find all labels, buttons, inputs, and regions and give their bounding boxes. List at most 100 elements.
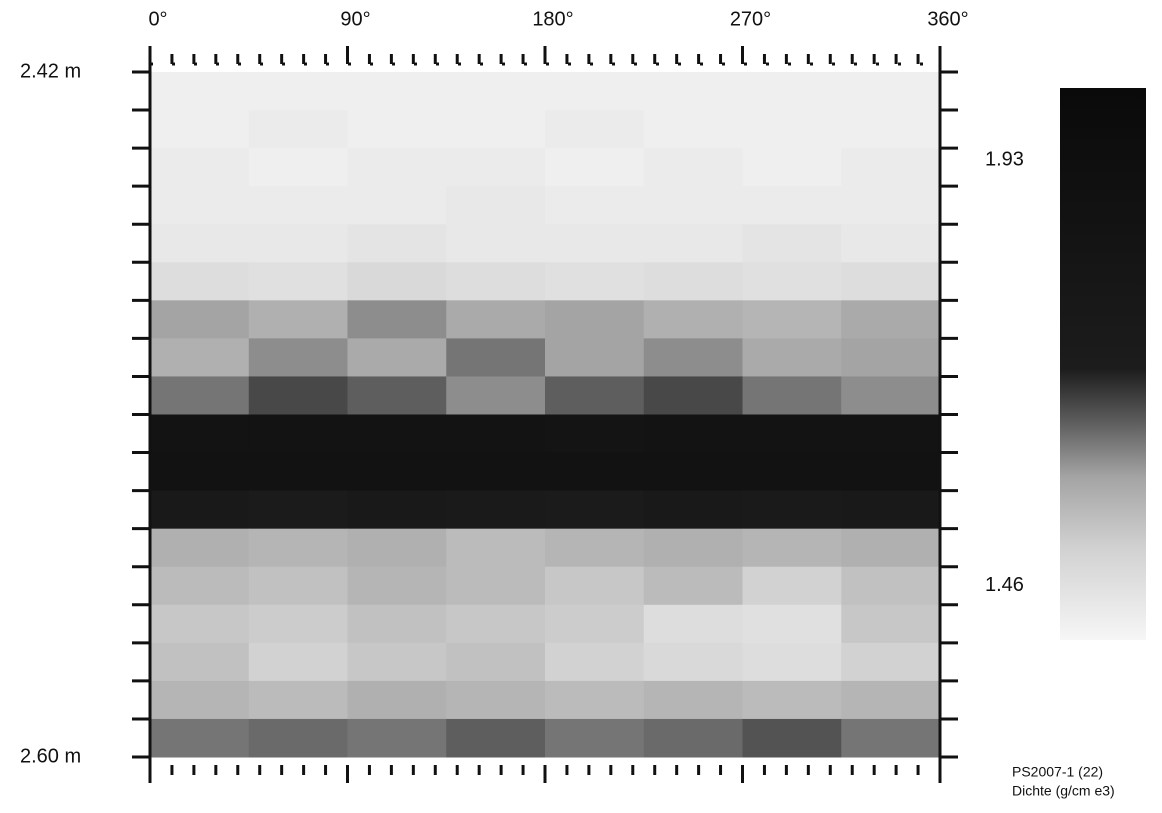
heat-cell	[248, 186, 348, 225]
heat-cell	[545, 490, 645, 530]
colorbar	[1060, 88, 1146, 640]
heat-cell	[446, 566, 546, 606]
heat-cell	[841, 186, 941, 225]
heat-cell	[446, 718, 546, 758]
heat-cell	[643, 566, 743, 606]
heat-cell	[643, 224, 743, 263]
heat-cell	[446, 224, 546, 263]
heat-cell	[446, 528, 546, 568]
heat-cell	[545, 642, 645, 682]
heat-cell	[150, 490, 250, 530]
heat-cell	[150, 680, 250, 720]
heat-cell	[150, 186, 250, 225]
heat-cell	[742, 566, 842, 606]
heat-cell	[446, 186, 546, 225]
heat-cell	[446, 338, 546, 377]
heat-cell	[248, 528, 348, 568]
heat-cell	[150, 528, 250, 568]
heat-cell	[248, 300, 348, 339]
heat-cell	[150, 642, 250, 682]
heat-cell	[347, 604, 447, 644]
heat-cell	[545, 110, 645, 149]
heat-cell	[150, 224, 250, 263]
heat-cell	[841, 110, 941, 149]
heat-cell	[643, 110, 743, 149]
heat-cell	[643, 718, 743, 758]
heat-cell	[841, 72, 941, 111]
heat-cell	[347, 490, 447, 530]
heat-cell	[150, 300, 250, 339]
heat-cell	[841, 642, 941, 682]
heat-cell	[643, 604, 743, 644]
heat-cell	[841, 452, 941, 492]
heat-cell	[446, 414, 546, 454]
heat-cell	[643, 338, 743, 377]
heat-cell	[248, 566, 348, 606]
heat-cell	[150, 72, 250, 111]
heat-cell	[446, 452, 546, 492]
heat-cell	[446, 680, 546, 720]
heat-cell	[643, 186, 743, 225]
x-tick-label: 0°	[148, 8, 167, 30]
heat-cell	[150, 718, 250, 758]
heat-cell	[742, 490, 842, 530]
heat-cell	[643, 376, 743, 415]
x-tick-label: 270°	[730, 8, 771, 30]
heat-cell	[446, 376, 546, 415]
colorbar-tick-label: 1.93	[985, 149, 1024, 171]
heat-cell	[545, 72, 645, 111]
heat-cell	[742, 642, 842, 682]
heat-cell	[446, 490, 546, 530]
heat-cell	[248, 148, 348, 187]
heat-cell	[347, 224, 447, 263]
heat-cell	[347, 718, 447, 758]
heat-cell	[643, 680, 743, 720]
heat-cell	[446, 148, 546, 187]
heat-cell	[545, 566, 645, 606]
heat-cell	[841, 718, 941, 758]
colorbar-label: Dichte (g/cm e3)	[1012, 783, 1115, 799]
heat-cell	[545, 718, 645, 758]
heat-cell	[742, 110, 842, 149]
heat-cell	[248, 642, 348, 682]
heat-cell	[150, 148, 250, 187]
heat-cell	[742, 680, 842, 720]
heat-cell	[643, 642, 743, 682]
heat-cell	[248, 72, 348, 111]
heat-cell	[545, 262, 645, 301]
heat-cell	[841, 224, 941, 263]
heat-cell	[742, 224, 842, 263]
heat-cell	[150, 414, 250, 454]
heat-cell	[150, 566, 250, 606]
heat-cell	[643, 262, 743, 301]
heat-cell	[347, 680, 447, 720]
chart-title: PS2007-1 (22)	[1012, 764, 1103, 780]
heat-cell	[347, 110, 447, 149]
heat-cell	[841, 300, 941, 339]
heat-cell	[841, 528, 941, 568]
heat-cell	[643, 490, 743, 530]
heat-cell	[446, 72, 546, 111]
heat-cell	[446, 262, 546, 301]
heat-cell	[841, 338, 941, 377]
heat-cell	[347, 186, 447, 225]
heat-cell	[545, 528, 645, 568]
heat-cell	[446, 604, 546, 644]
heat-cell	[150, 604, 250, 644]
heat-cell	[347, 376, 447, 415]
heat-cell	[742, 376, 842, 415]
heat-cell	[248, 262, 348, 301]
heat-cell	[742, 414, 842, 454]
heat-cell	[742, 718, 842, 758]
heat-cell	[150, 452, 250, 492]
heat-cell	[545, 604, 645, 644]
heat-cell	[841, 604, 941, 644]
x-tick-label: 180°	[532, 8, 573, 30]
heat-cell	[545, 680, 645, 720]
heat-cell	[841, 490, 941, 530]
heat-cell	[248, 680, 348, 720]
heat-cell	[347, 148, 447, 187]
colorbar-tick-label: 1.46	[985, 574, 1024, 596]
heat-cell	[545, 376, 645, 415]
